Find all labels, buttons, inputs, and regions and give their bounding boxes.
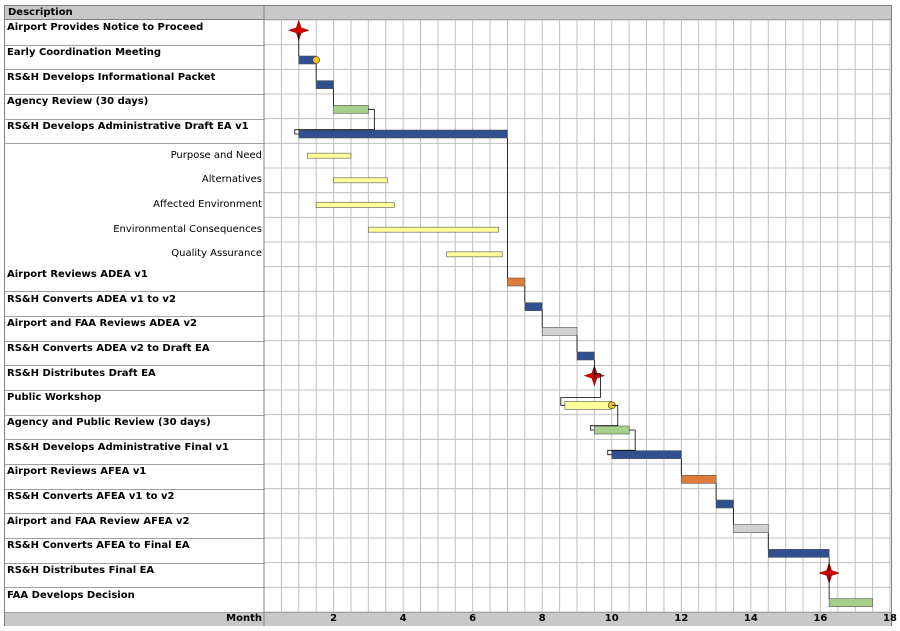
dependency-line (607, 429, 636, 456)
task-bar (611, 450, 682, 459)
label-row-divider (5, 143, 265, 144)
label-row-divider (5, 415, 265, 416)
label-row-divider (5, 612, 265, 613)
label-row-divider (5, 563, 265, 564)
label-row-divider (5, 69, 265, 70)
task-label: RS&H Converts AFEA to Final EA (7, 540, 190, 552)
month-tick-label: 6 (469, 613, 477, 624)
task-bar (315, 202, 395, 208)
task-label: Airport Provides Notice to Proceed (7, 22, 204, 34)
task-label: Early Coordination Meeting (7, 47, 162, 58)
task-bar (507, 277, 526, 287)
task-label: Affected Environment (153, 199, 262, 210)
task-bar (333, 105, 369, 114)
task-bar (828, 598, 873, 607)
task-label: RS&H Converts AFEA v1 to v2 (7, 491, 175, 502)
label-row-divider (5, 365, 265, 366)
task-bar (333, 177, 388, 184)
task-label: Agency Review (30 days) (7, 96, 149, 108)
task-bar (767, 549, 830, 558)
task-label: RS&H Develops Informational Packet (7, 71, 216, 83)
label-row-divider (5, 316, 265, 317)
task-label: Airport and FAA Review AFEA v2 (7, 515, 190, 527)
task-label: RS&H Converts ADEA v2 to Draft EA (7, 343, 210, 354)
label-row-divider (5, 538, 265, 539)
dependency-line (560, 373, 601, 406)
task-bar (307, 152, 352, 159)
month-tick-label: 8 (538, 613, 546, 624)
dependency-line (589, 404, 619, 431)
month-tick-label: 16 (813, 613, 828, 624)
task-label: RS&H Distributes Draft EA (7, 367, 156, 379)
label-row-divider (5, 119, 265, 120)
task-bar (446, 251, 503, 258)
month-tick-label: 2 (330, 613, 338, 624)
task-label: FAA Develops Decision (7, 589, 135, 601)
label-row-divider (5, 587, 265, 588)
task-bar (733, 524, 769, 533)
label-row-divider (5, 390, 265, 391)
task-bar (541, 327, 578, 336)
task-bar (594, 425, 630, 435)
task-label: RS&H Converts ADEA v1 to v2 (7, 293, 176, 305)
task-label: Airport and FAA Reviews ADEA v2 (7, 318, 197, 330)
label-row-divider (5, 45, 265, 46)
description-header: Description (8, 7, 73, 18)
task-label: Airport Reviews AFEA v1 (7, 466, 147, 478)
month-tick-label: 4 (399, 613, 407, 624)
task-label: Agency and Public Review (30 days) (7, 417, 211, 428)
label-row-divider (5, 291, 265, 292)
task-label: RS&H Develops Administrative Final v1 (7, 441, 229, 453)
dependency-line (294, 108, 375, 135)
task-label: RS&H Distributes Final EA (7, 565, 155, 576)
month-tick-label: 10 (604, 613, 619, 624)
end-marker-circle (312, 56, 320, 64)
label-row-divider (5, 464, 265, 465)
month-tick-label: 18 (883, 613, 897, 624)
task-label: Airport Reviews ADEA v1 (7, 269, 148, 280)
task-bar (315, 80, 334, 89)
task-label: Quality Assurance (171, 248, 262, 260)
label-row-divider (5, 341, 265, 342)
task-bar (715, 499, 734, 509)
task-bar (298, 129, 508, 139)
month-tick-label: 12 (674, 613, 689, 624)
task-label: Purpose and Need (170, 149, 262, 161)
task-bar (368, 226, 500, 233)
month-tick-label: 14 (743, 613, 758, 624)
task-bar (576, 351, 595, 361)
month-axis-label: Month (226, 613, 262, 624)
label-row-divider (5, 513, 265, 514)
task-label: Alternatives (201, 174, 262, 186)
label-row-divider (5, 489, 265, 490)
label-row-divider (5, 439, 265, 440)
task-label: Public Workshop (7, 392, 102, 404)
label-row-divider (5, 94, 265, 95)
task-bar (681, 475, 717, 484)
task-bar (564, 401, 613, 410)
task-label: Environmental Consequences (113, 223, 262, 235)
task-label: RS&H Develops Administrative Draft EA v1 (7, 121, 249, 132)
task-bar (524, 302, 543, 311)
